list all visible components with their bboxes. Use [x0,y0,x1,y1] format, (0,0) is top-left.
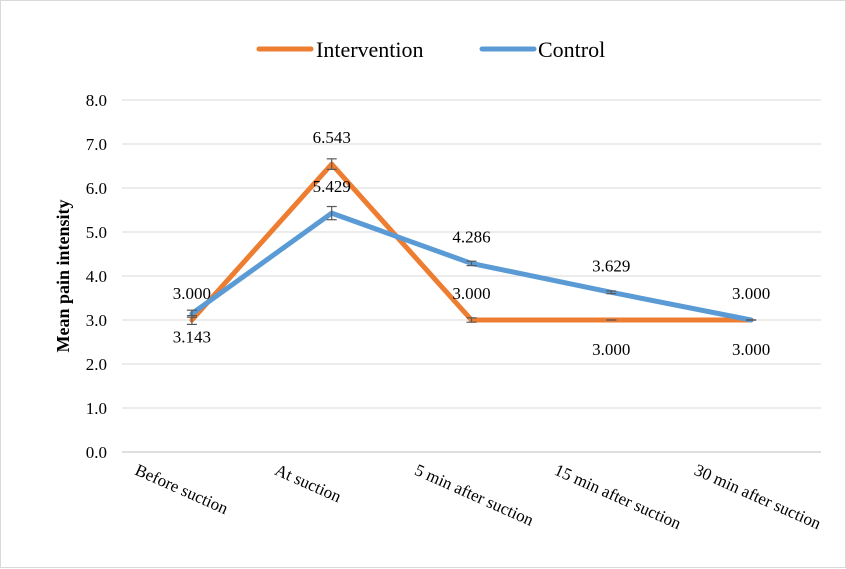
data-label-intervention: 3.000 [592,340,630,359]
y-axis-title: Mean pain intensity [53,199,73,352]
data-label-intervention: 3.000 [732,340,770,359]
x-tick-label: 15 min after suction [552,460,685,533]
error-bar [466,317,477,323]
x-tick-label: 5 min after suction [412,460,537,530]
data-label-control: 3.143 [173,328,211,347]
error-bars [186,158,757,325]
error-bar [326,205,337,221]
data-label-control: 5.429 [313,177,351,196]
legend: Intervention Control [256,37,605,62]
y-tick-label: 3.0 [86,311,107,330]
y-tick-label: 5.0 [86,223,107,242]
y-tick-label: 8.0 [86,91,107,110]
x-tick-label: 30 min after suction [691,460,824,533]
y-tick-label: 6.0 [86,179,107,198]
data-label-intervention: 6.543 [313,128,351,147]
data-label-intervention: 3.000 [173,284,211,303]
data-label-control: 4.286 [452,227,490,246]
data-labels: 3.000 6.543 3.000 3.000 3.000 3.143 5.429 4.286… [173,128,770,359]
error-bar [186,309,197,318]
y-axis-ticks: 0.0 1.0 2.0 3.0 4.0 5.0 6.0 7.0 8.0 [86,91,107,462]
error-bar [606,290,617,295]
error-bar [326,158,337,170]
legend-label-intervention: Intervention [316,37,424,62]
y-tick-label: 1.0 [86,399,107,418]
y-tick-label: 4.0 [86,267,107,286]
data-label-control: 3.629 [592,256,630,275]
x-tick-label: Before suction [132,460,231,518]
legend-label-control: Control [538,37,605,62]
data-label-intervention: 3.000 [452,284,490,303]
error-bar [466,260,477,267]
gridlines [122,99,821,453]
y-tick-label: 0.0 [86,443,107,462]
x-axis-ticks: Before suction At suction 5 min after suct… [132,460,824,533]
data-label-control: 3.000 [732,284,770,303]
y-tick-label: 2.0 [86,355,107,374]
y-tick-label: 7.0 [86,135,107,154]
x-tick-label: At suction [272,460,344,506]
